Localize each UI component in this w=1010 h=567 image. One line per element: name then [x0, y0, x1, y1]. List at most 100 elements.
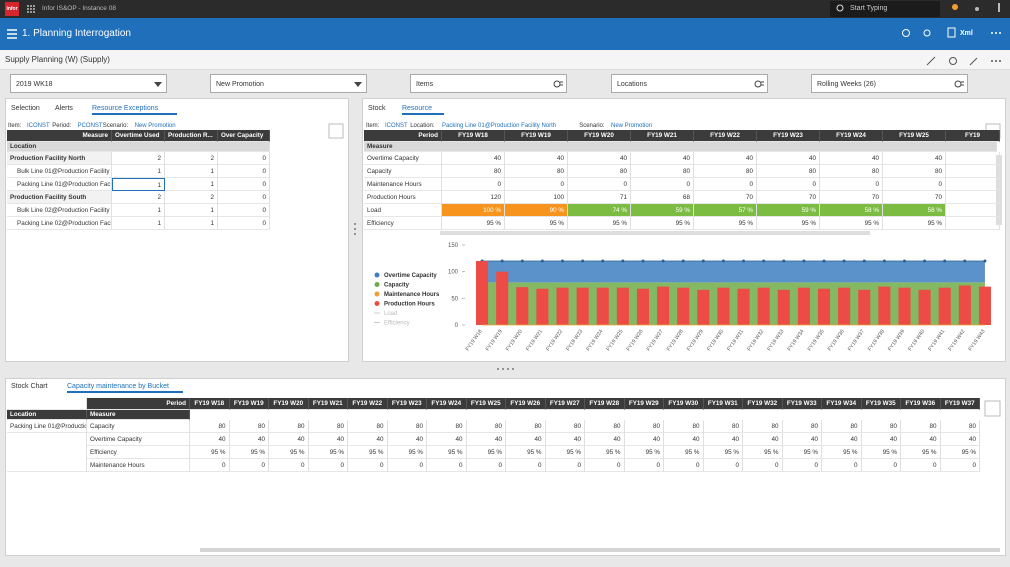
cell[interactable]: 80 [631, 165, 694, 178]
cell[interactable]: 40 [348, 433, 388, 446]
cell[interactable]: 40 [308, 433, 348, 446]
cell[interactable]: 95 % [940, 446, 980, 459]
cell[interactable]: 40 [506, 433, 546, 446]
cell[interactable]: 0 [545, 459, 585, 472]
cell[interactable]: 80 [190, 420, 230, 433]
cell[interactable]: 70 [820, 191, 883, 204]
cell[interactable]: 0 [568, 178, 631, 191]
cell[interactable]: 0 [631, 178, 694, 191]
cell[interactable]: 95 % [348, 446, 388, 459]
cell[interactable]: 80 [348, 420, 388, 433]
tab[interactable]: Stock Chart [11, 383, 48, 390]
cell[interactable]: 80 [664, 420, 704, 433]
filter[interactable]: 2019 WK18 [10, 74, 167, 93]
cell[interactable]: 80 [757, 165, 820, 178]
cell[interactable]: 2 [165, 191, 218, 204]
filter-icon[interactable] [954, 79, 964, 89]
cell[interactable]: 80 [820, 165, 883, 178]
cell[interactable]: 40 [861, 433, 901, 446]
cell[interactable]: 0 [218, 178, 270, 191]
cell[interactable]: 95 % [387, 446, 427, 459]
cell[interactable]: 80 [308, 420, 348, 433]
cell[interactable]: 40 [664, 433, 704, 446]
cell[interactable]: 40 [757, 152, 820, 165]
cell[interactable]: 1 [165, 217, 218, 230]
cell[interactable]: 95 % [466, 446, 506, 459]
cell[interactable]: 80 [624, 420, 664, 433]
cell[interactable]: 0 [664, 459, 704, 472]
cell[interactable]: 80 [822, 420, 862, 433]
cell[interactable]: 95 % [506, 446, 546, 459]
cell[interactable]: 40 [190, 433, 230, 446]
cell[interactable]: 90 % [505, 204, 568, 217]
cell[interactable]: 40 [743, 433, 783, 446]
cell[interactable]: 70 [757, 191, 820, 204]
cell[interactable]: 0 [505, 178, 568, 191]
cell[interactable]: 40 [442, 152, 505, 165]
cell[interactable]: 0 [218, 204, 270, 217]
cell[interactable]: 95 % [442, 217, 505, 230]
cell[interactable]: 95 % [308, 446, 348, 459]
cell[interactable]: 2 [112, 152, 165, 165]
cell[interactable]: 1 [112, 178, 165, 191]
tab[interactable]: Resource [402, 103, 444, 115]
cell[interactable]: 95 % [822, 446, 862, 459]
cell[interactable]: 40 [694, 152, 757, 165]
cell[interactable]: 40 [883, 152, 946, 165]
cell[interactable]: 120 [442, 191, 505, 204]
filter[interactable]: Locations [611, 74, 768, 93]
cell[interactable]: 0 [269, 459, 309, 472]
cell[interactable]: 0 [820, 178, 883, 191]
filter[interactable]: Rolling Weeks (26) [811, 74, 968, 93]
cell[interactable]: 95 % [743, 446, 783, 459]
cell[interactable]: 80 [901, 420, 941, 433]
cell[interactable]: 0 [743, 459, 783, 472]
cell[interactable]: 80 [940, 420, 980, 433]
cell[interactable]: 40 [466, 433, 506, 446]
cell[interactable]: 40 [269, 433, 309, 446]
tab[interactable]: Resource Exceptions [92, 103, 177, 115]
cell[interactable]: 80 [505, 165, 568, 178]
cell[interactable]: 0 [861, 459, 901, 472]
cell[interactable]: 80 [694, 165, 757, 178]
cell[interactable]: 0 [387, 459, 427, 472]
cell[interactable]: 100 % [442, 204, 505, 217]
cell[interactable]: 40 [585, 433, 625, 446]
cell[interactable]: 95 % [229, 446, 269, 459]
cell[interactable]: 70 [883, 191, 946, 204]
cell[interactable]: 80 [387, 420, 427, 433]
cell[interactable]: 95 % [703, 446, 743, 459]
cell[interactable]: 95 % [694, 217, 757, 230]
cell[interactable]: 80 [545, 420, 585, 433]
cell[interactable]: 95 % [782, 446, 822, 459]
filter-icon[interactable] [353, 79, 363, 89]
cell[interactable]: 0 [757, 178, 820, 191]
cell[interactable]: 58 % [820, 204, 883, 217]
cell[interactable]: 40 [505, 152, 568, 165]
cell[interactable]: 1 [112, 204, 165, 217]
cell[interactable]: 0 [218, 217, 270, 230]
cell[interactable]: 1 [165, 178, 218, 191]
cell[interactable]: 95 % [664, 446, 704, 459]
cell[interactable]: 0 [703, 459, 743, 472]
cell[interactable]: 100 [505, 191, 568, 204]
tab[interactable]: Alerts [55, 105, 73, 112]
cell[interactable]: 40 [822, 433, 862, 446]
cell[interactable]: 0 [218, 191, 270, 204]
cell[interactable]: 80 [506, 420, 546, 433]
cell[interactable]: 95 % [883, 217, 946, 230]
cell[interactable]: 95 % [545, 446, 585, 459]
filter-icon[interactable] [553, 79, 563, 89]
cell[interactable]: 95 % [757, 217, 820, 230]
cell[interactable]: 95 % [585, 446, 625, 459]
cell[interactable]: 80 [427, 420, 467, 433]
cell[interactable]: 0 [466, 459, 506, 472]
search-placeholder[interactable]: Start Typing [850, 5, 888, 12]
cell[interactable]: 0 [940, 459, 980, 472]
cell[interactable]: 40 [568, 152, 631, 165]
cell[interactable]: 2 [112, 191, 165, 204]
cell[interactable]: 80 [466, 420, 506, 433]
cell[interactable]: 95 % [624, 446, 664, 459]
cell[interactable]: 0 [218, 165, 270, 178]
cell[interactable]: 0 [506, 459, 546, 472]
